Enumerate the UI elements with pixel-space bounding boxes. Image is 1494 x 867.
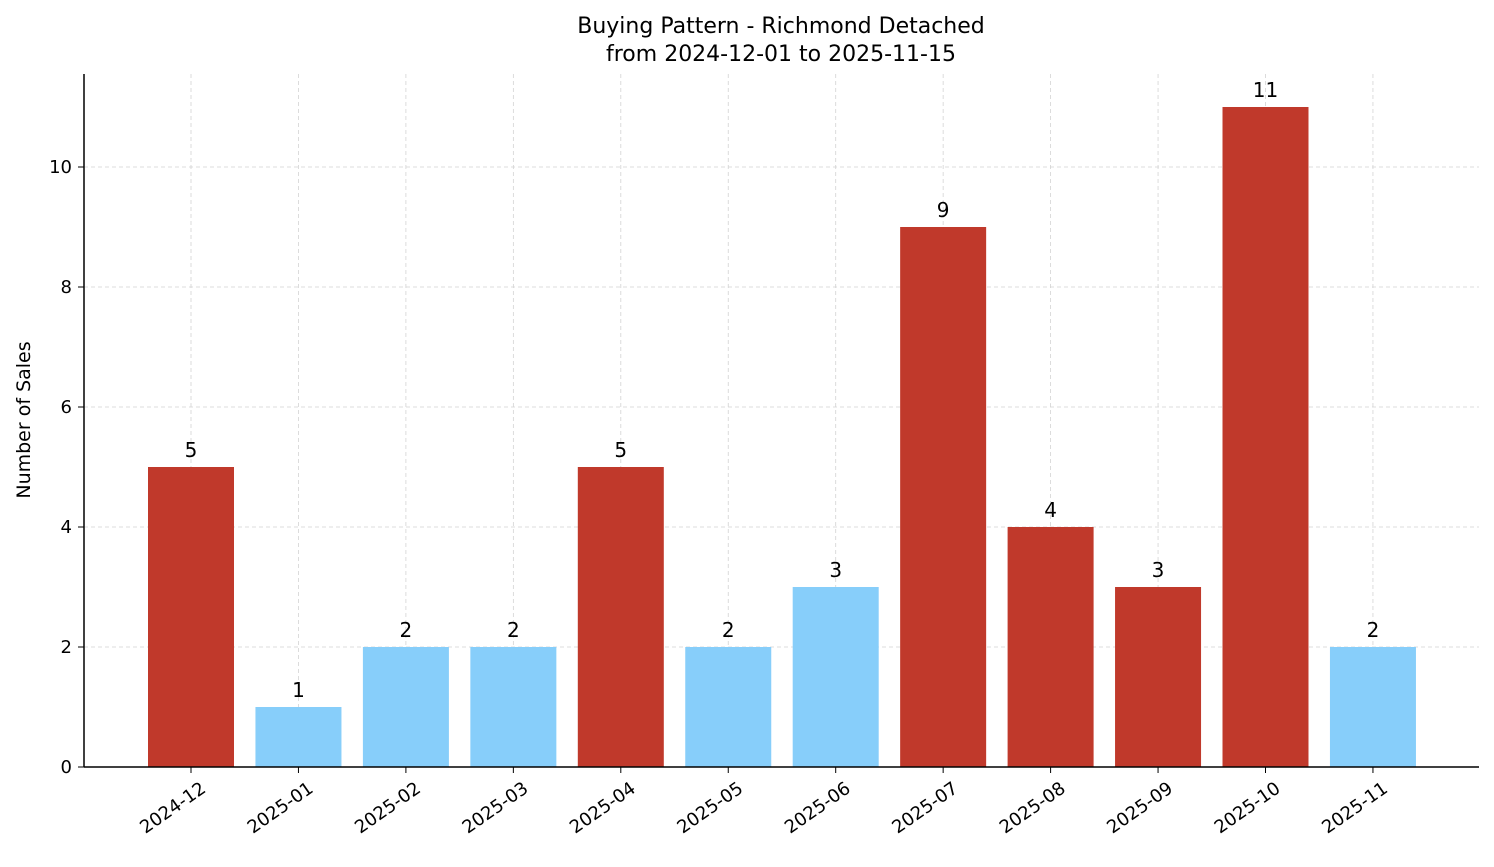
x-tick-label: 2025-07	[888, 778, 962, 838]
bar	[1115, 587, 1202, 767]
y-tick-label: 8	[61, 277, 72, 298]
y-tick-label: 6	[61, 397, 72, 418]
x-tick-label: 2025-04	[566, 778, 640, 838]
bar	[362, 647, 449, 767]
x-tick-label: 2025-03	[459, 778, 533, 838]
x-tick-label: 2025-05	[673, 778, 747, 838]
bar	[900, 227, 987, 767]
y-tick-label: 4	[61, 517, 72, 538]
bar	[148, 467, 234, 767]
x-tick-label: 2024-12	[136, 778, 210, 838]
x-tick-label: 2025-09	[1103, 778, 1177, 838]
bar	[792, 587, 879, 767]
bar	[1222, 107, 1309, 767]
data-label: 2	[400, 618, 413, 642]
y-tick-label: 2	[61, 637, 72, 658]
y-axis-label: Number of Sales	[13, 341, 35, 498]
data-label: 5	[185, 438, 198, 462]
bar	[577, 467, 664, 767]
bar	[470, 647, 557, 767]
x-tick-label: 2025-01	[244, 778, 318, 838]
x-tick-label: 2025-11	[1318, 778, 1392, 838]
bar	[1007, 527, 1094, 767]
bar	[1329, 647, 1416, 767]
data-label: 3	[829, 558, 842, 582]
data-label: 3	[1152, 558, 1165, 582]
chart-subtitle: from 2024-12-01 to 2025-11-15	[606, 42, 956, 67]
bar	[685, 647, 772, 767]
data-label: 2	[1367, 618, 1380, 642]
y-tick-label: 0	[61, 757, 72, 778]
x-tick-label: 2025-02	[351, 778, 425, 838]
x-tick-label: 2025-06	[781, 778, 855, 838]
data-label: 4	[1044, 498, 1057, 522]
data-label: 2	[507, 618, 520, 642]
x-tick-label: 2025-08	[996, 778, 1070, 838]
data-label: 2	[722, 618, 735, 642]
y-tick-label: 10	[49, 157, 72, 178]
x-tick-label: 2025-10	[1211, 778, 1285, 838]
data-label: 1	[292, 678, 305, 702]
data-label: 5	[614, 438, 627, 462]
bar	[255, 707, 342, 767]
data-label: 9	[937, 198, 950, 222]
chart-title: Buying Pattern - Richmond Detached	[577, 14, 985, 39]
data-label: 11	[1253, 78, 1278, 102]
